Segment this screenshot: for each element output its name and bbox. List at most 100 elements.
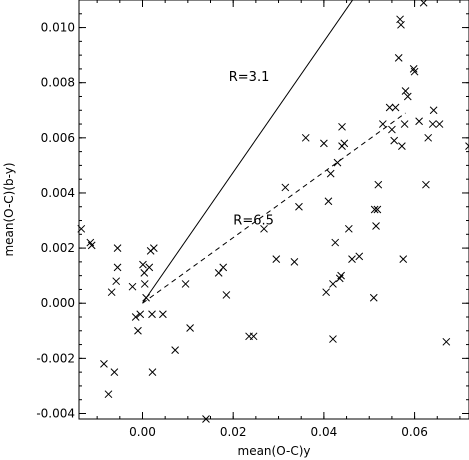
data-point	[338, 122, 346, 131]
data-point	[260, 224, 268, 233]
data-point	[373, 205, 382, 214]
data-point	[442, 337, 451, 346]
solid-reference-line	[142, 0, 354, 304]
data-point	[171, 346, 179, 354]
data-point	[424, 133, 433, 142]
data-point	[281, 183, 290, 192]
data-point	[429, 106, 438, 115]
reference-lines	[142, 0, 406, 304]
y-tick-label: 0.000	[41, 296, 75, 310]
data-point	[142, 293, 150, 302]
data-point	[324, 197, 333, 206]
data-point	[409, 65, 418, 73]
data-point	[320, 139, 328, 148]
data-points	[77, 0, 469, 423]
data-point	[148, 368, 157, 376]
data-point	[340, 139, 349, 148]
data-point	[134, 326, 142, 335]
data-point	[370, 205, 379, 214]
data-point	[104, 390, 113, 399]
data-point	[100, 360, 108, 368]
data-point	[145, 263, 154, 272]
data-point	[399, 255, 408, 263]
data-point	[388, 125, 396, 134]
data-point	[222, 291, 231, 299]
data-point	[149, 244, 158, 252]
y-tick-label: 0.010	[41, 21, 75, 35]
y-tick-label: 0.004	[41, 186, 75, 200]
data-point	[214, 269, 223, 277]
data-point	[415, 117, 423, 126]
data-point	[131, 313, 140, 321]
data-point	[333, 158, 342, 167]
data-point	[428, 120, 437, 128]
data-point	[181, 280, 190, 288]
x-axis-label: mean(O-C)y	[238, 444, 311, 458]
data-point	[110, 368, 119, 376]
data-point	[403, 92, 412, 101]
data-point	[113, 263, 122, 272]
data-point	[136, 310, 145, 319]
data-point	[372, 222, 380, 230]
data-point	[249, 332, 258, 341]
data-point	[400, 120, 409, 128]
data-point	[139, 260, 147, 269]
data-point	[344, 224, 353, 233]
data-point	[348, 255, 356, 263]
data-point	[435, 120, 444, 128]
data-point	[128, 282, 137, 291]
data-point	[394, 54, 403, 62]
data-point	[385, 103, 394, 112]
data-point	[140, 280, 149, 288]
data-point	[219, 263, 228, 272]
data-point	[86, 238, 95, 247]
data-point	[378, 120, 387, 128]
x-tick-label: 0.04	[311, 425, 338, 439]
data-point	[290, 258, 299, 266]
dashed-reference-line	[142, 112, 406, 304]
data-point	[272, 255, 281, 263]
y-tick-label: 0.008	[41, 76, 75, 90]
line-label: R=3.1	[229, 70, 270, 85]
y-tick-label: 0.006	[41, 131, 75, 145]
data-point	[112, 277, 121, 286]
x-tick-label: 0.00	[129, 425, 156, 439]
data-point	[419, 0, 428, 7]
plot-frame	[78, 0, 469, 420]
data-point	[355, 252, 364, 261]
data-point	[202, 415, 210, 423]
data-point	[422, 180, 430, 189]
data-point	[329, 335, 337, 343]
data-point	[337, 271, 345, 280]
data-point	[159, 310, 167, 319]
y-axis-label: mean(O-C)(b-y)	[2, 162, 16, 256]
data-point	[329, 280, 337, 288]
data-point	[326, 169, 335, 178]
x-tick-label: 0.06	[401, 425, 428, 439]
data-point	[87, 241, 96, 250]
data-point	[113, 244, 122, 252]
y-tick-label: 0.002	[41, 241, 75, 255]
data-point	[335, 274, 344, 283]
data-point	[374, 180, 383, 189]
data-point	[148, 310, 156, 319]
data-point	[398, 142, 406, 150]
data-point	[186, 324, 194, 332]
data-point	[465, 142, 469, 150]
data-point	[390, 136, 399, 145]
data-point	[107, 288, 116, 297]
data-point	[369, 293, 378, 302]
y-tick-label: -0.002	[36, 351, 75, 365]
annotations: R=3.1 R=6.5	[229, 70, 274, 228]
data-point	[410, 67, 419, 76]
data-point	[322, 288, 331, 297]
data-point	[397, 20, 405, 29]
x-tick-label: 0.02	[220, 425, 247, 439]
data-point	[301, 133, 310, 142]
data-point	[401, 87, 410, 95]
line-label: R=6.5	[233, 214, 274, 229]
data-point	[391, 103, 400, 112]
data-point	[295, 202, 303, 211]
y-tick-label: -0.004	[36, 406, 75, 420]
